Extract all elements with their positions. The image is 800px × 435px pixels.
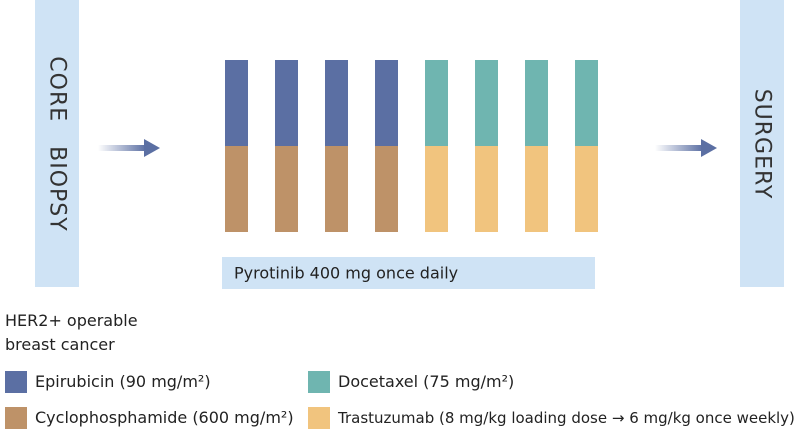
cycle-7-trastuzumab-bar bbox=[525, 146, 548, 232]
cycle-1-epirubicin-bar bbox=[225, 60, 248, 146]
legend-swatch-docetaxel bbox=[308, 371, 330, 393]
cycle-8-trastuzumab-bar bbox=[575, 146, 598, 232]
surgery-box: SURGERY bbox=[740, 0, 784, 287]
cycle-6-docetaxel-bar bbox=[475, 60, 498, 146]
pyrotinib-label: Pyrotinib 400 mg once daily bbox=[234, 263, 459, 283]
cycle-4-epirubicin-bar bbox=[375, 60, 398, 146]
pyrotinib-band: Pyrotinib 400 mg once daily bbox=[222, 257, 595, 289]
surgery-label: SURGERY bbox=[749, 88, 775, 199]
cycle-7-docetaxel-bar bbox=[525, 60, 548, 146]
right-arrow-icon bbox=[655, 139, 717, 157]
legend-label-epirubicin: Epirubicin (90 mg/m²) bbox=[35, 372, 211, 391]
cycle-5-docetaxel-bar bbox=[425, 60, 448, 146]
cycle-3-cyclophosphamide-bar bbox=[325, 146, 348, 232]
cycle-1-cyclophosphamide-bar bbox=[225, 146, 248, 232]
population-line-2: breast cancer bbox=[5, 335, 115, 354]
legend-label-cyclophosphamide: Cyclophosphamide (600 mg/m²) bbox=[35, 408, 294, 427]
population-line-1: HER2+ operable bbox=[5, 311, 138, 330]
cycle-2-cyclophosphamide-bar bbox=[275, 146, 298, 232]
legend-label-docetaxel: Docetaxel (75 mg/m²) bbox=[338, 372, 515, 391]
population-caption: HER2+ operable breast cancer bbox=[5, 309, 138, 357]
cycle-5-trastuzumab-bar bbox=[425, 146, 448, 232]
legend-label-trastuzumab: Trastuzumab (8 mg/kg loading dose → 6 mg… bbox=[338, 409, 795, 427]
cycle-3-epirubicin-bar bbox=[325, 60, 348, 146]
cycle-8-docetaxel-bar bbox=[575, 60, 598, 146]
cycle-2-epirubicin-bar bbox=[275, 60, 298, 146]
cycle-4-cyclophosphamide-bar bbox=[375, 146, 398, 232]
core-biopsy-box: CORE BIOPSY bbox=[35, 0, 79, 287]
cycle-6-trastuzumab-bar bbox=[475, 146, 498, 232]
core-biopsy-label: CORE BIOPSY bbox=[44, 55, 70, 232]
legend-swatch-cyclophosphamide bbox=[5, 407, 27, 429]
legend-swatch-trastuzumab bbox=[308, 407, 330, 429]
left-arrow-icon bbox=[98, 139, 160, 157]
legend-swatch-epirubicin bbox=[5, 371, 27, 393]
